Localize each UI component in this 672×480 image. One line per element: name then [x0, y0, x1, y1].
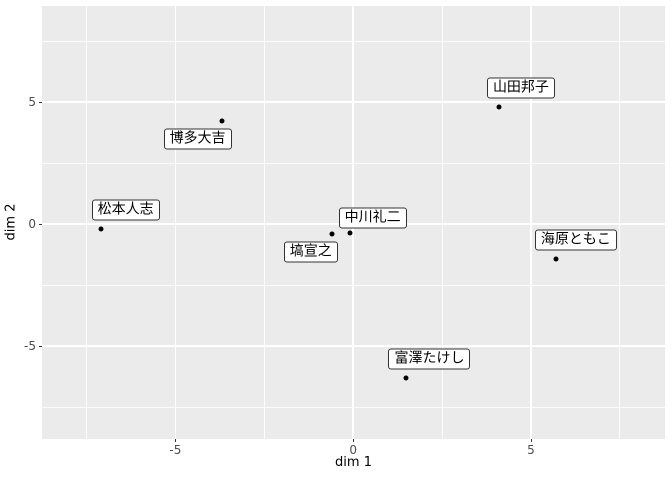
data-point — [98, 226, 104, 232]
point-label: 富澤たけし — [388, 348, 471, 370]
gridline-major-horizontal — [42, 101, 665, 103]
y-axis-tick-label: 0 — [28, 216, 36, 231]
point-label: 博多大吉 — [163, 128, 232, 150]
point-label: 山田邦子 — [486, 77, 555, 99]
x-axis-tick-mark — [530, 439, 532, 442]
plot-panel: 松本人志 博多大吉 山田邦子塙宣之 中川礼二海原ともこ富澤たけし — [42, 6, 665, 439]
data-point — [347, 230, 353, 235]
gridline-major-vertical — [530, 6, 532, 439]
point-label: 海原ともこ — [534, 229, 617, 251]
y-axis-tick-mark — [39, 346, 42, 347]
gridline-major-vertical — [174, 6, 177, 439]
point-label: 松本人志 — [91, 199, 160, 221]
x-axis-title: dim 1 — [335, 455, 372, 470]
point-label: 中川礼二 — [338, 207, 407, 228]
y-axis-tick-label: -5 — [24, 339, 36, 353]
data-point — [553, 256, 559, 262]
x-axis-tick-mark — [353, 439, 355, 442]
data-point — [403, 375, 409, 381]
gridline-major-horizontal — [42, 345, 665, 347]
data-point — [219, 118, 225, 124]
point-label: 塙宣之 — [283, 241, 338, 263]
gridline-minor-vertical — [619, 6, 621, 439]
x-axis-tick-mark — [175, 439, 177, 442]
x-axis-tick-label: 5 — [527, 443, 535, 457]
y-axis-tick-label: 5 — [28, 94, 36, 109]
gridline-minor-vertical — [441, 6, 443, 439]
y-axis-tick-mark — [39, 223, 42, 225]
gridline-minor-vertical — [263, 6, 265, 439]
data-point — [496, 104, 502, 110]
x-axis-tick-label: -5 — [169, 443, 182, 457]
y-axis-tick-mark — [39, 101, 42, 103]
data-point — [329, 231, 335, 237]
gridline-minor-vertical — [86, 6, 87, 439]
x-axis-tick-label: 0 — [349, 443, 357, 457]
